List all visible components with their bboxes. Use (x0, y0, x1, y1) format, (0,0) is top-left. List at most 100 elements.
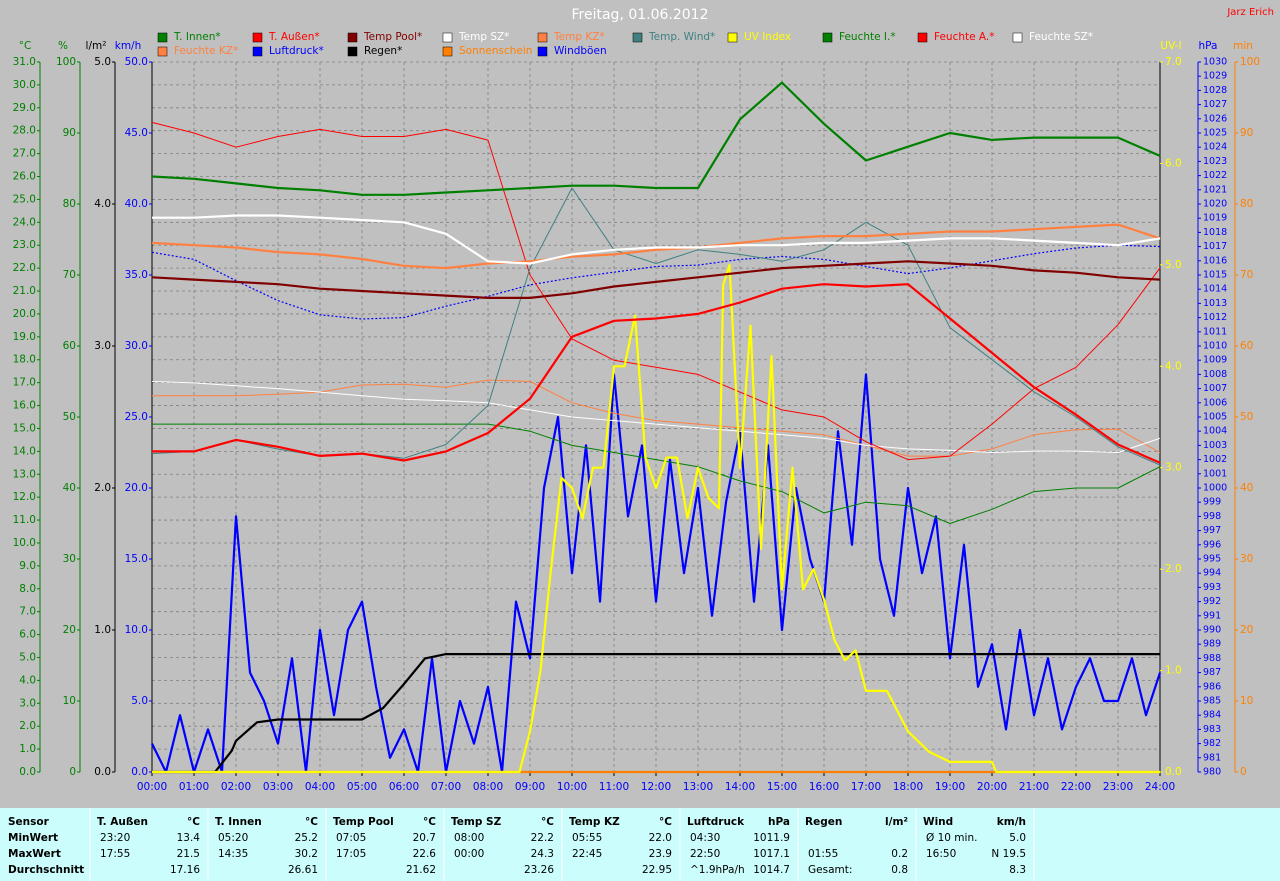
y-tick-label: 2.0 (1165, 563, 1182, 575)
table-cell: 22.95 (642, 864, 672, 876)
table-cell: 1011.9 (753, 832, 790, 844)
table-cell: 30.2 (295, 848, 318, 860)
series-line (151, 260, 1161, 299)
y-tick-label: 0 (69, 766, 76, 778)
legend-label: Feuchte SZ* (1029, 31, 1093, 43)
y-tick-label: 0 (1240, 766, 1247, 778)
legend-swatch (537, 46, 548, 57)
table-cell: 1014.7 (753, 864, 790, 876)
y-tick-label: 70 (1240, 269, 1253, 281)
y-tick-label: 1011 (1203, 326, 1227, 337)
legend-swatch (1012, 32, 1023, 43)
y-tick-label: 1012 (1203, 312, 1227, 323)
y-tick-label: 4.0 (19, 674, 36, 686)
y-tick-label: 6.0 (1165, 157, 1182, 169)
y-tick-label: 995 (1203, 554, 1221, 565)
x-tick-label: 19:00 (935, 781, 965, 793)
y-tick-label: 100 (1240, 56, 1260, 68)
y-tick-label: 1007 (1203, 383, 1227, 394)
y-tick-label: 0.0 (131, 766, 148, 778)
series-line (151, 223, 1161, 270)
x-tick-label: 14:00 (725, 781, 755, 793)
y-tick-label: 996 (1203, 539, 1221, 550)
y-tick-label: 989 (1203, 639, 1221, 650)
legend-swatch (347, 46, 358, 57)
legend-swatch (157, 46, 168, 57)
credit: Jarz Erich (1226, 7, 1274, 18)
axis-title: UV-I (1160, 40, 1181, 52)
y-tick-label: 1028 (1203, 85, 1227, 96)
table-cell: Gesamt: (808, 864, 852, 876)
y-tick-label: 997 (1203, 525, 1221, 536)
series-line (151, 121, 1161, 461)
axis-title: l/m² (86, 40, 107, 52)
y-tick-label: 90 (63, 127, 76, 139)
y-tick-label: 90 (1240, 127, 1253, 139)
y-tick-label: 1016 (1203, 255, 1227, 266)
background (0, 0, 1280, 808)
y-tick-label: 1030 (1203, 57, 1227, 68)
table-cell: 17.16 (170, 864, 200, 876)
y-tick-label: 1026 (1203, 113, 1227, 124)
y-tick-label: 20.0 (125, 482, 148, 494)
y-tick-label: 992 (1203, 596, 1221, 607)
legend-swatch (442, 32, 453, 43)
y-tick-label: 11.0 (13, 514, 36, 526)
y-tick-label: 1023 (1203, 156, 1227, 167)
y-tick-label: 8.0 (19, 583, 36, 595)
legend-label: T. Innen* (173, 31, 221, 43)
y-tick-label: 1001 (1203, 468, 1227, 479)
y-tick-label: 0.0 (1165, 766, 1182, 778)
table-cell: 01:55 (808, 848, 838, 860)
y-tick-label: 1006 (1203, 397, 1227, 408)
y-tick-label: 1010 (1203, 341, 1227, 352)
y-tick-label: 984 (1203, 710, 1221, 721)
y-tick-label: 0.0 (94, 766, 111, 778)
series-line (152, 423, 1161, 524)
table-cell: 8.3 (1009, 864, 1026, 876)
y-tick-label: 30.0 (13, 79, 36, 91)
y-tick-label: 70 (63, 269, 76, 281)
y-tick-label: 1004 (1203, 426, 1227, 437)
y-tick-label: 9.0 (19, 560, 36, 572)
y-tick-label: 998 (1203, 511, 1221, 522)
legend-swatch (442, 46, 453, 57)
y-tick-label: 1015 (1203, 270, 1227, 281)
legend-swatch (917, 32, 928, 43)
table-header: Sensor (8, 816, 50, 828)
y-tick-label: 1021 (1203, 184, 1227, 195)
y-tick-label: 25.0 (13, 193, 36, 205)
table-cell: 16:50 (926, 848, 956, 860)
x-tick-label: 17:00 (851, 781, 881, 793)
table-unit: °C (187, 816, 200, 828)
y-tick-label: 1014 (1203, 284, 1227, 295)
y-tick-label: 6.0 (19, 629, 36, 641)
table-unit: °C (305, 816, 318, 828)
table-unit: °C (423, 816, 436, 828)
x-tick-label: 05:00 (347, 781, 377, 793)
y-tick-label: 0.0 (19, 766, 36, 778)
y-tick-label: 993 (1203, 582, 1221, 593)
x-tick-label: 09:00 (515, 781, 545, 793)
y-tick-label: 5.0 (1165, 259, 1182, 271)
x-tick-label: 04:00 (305, 781, 335, 793)
legend-swatch (252, 46, 263, 57)
y-tick-label: 12.0 (13, 491, 36, 503)
table-cell: 26.61 (288, 864, 318, 876)
legend-label: Temp SZ* (458, 31, 509, 43)
y-tick-label: 5.0 (94, 56, 111, 68)
table-row-label: MaxWert (8, 848, 61, 860)
y-tick-label: 25.0 (125, 411, 148, 423)
y-tick-label: 4.0 (1165, 360, 1182, 372)
series-line (151, 81, 1161, 196)
legend-swatch (347, 32, 358, 43)
table-cell: 13.4 (177, 832, 201, 844)
y-tick-label: 24.0 (13, 216, 36, 228)
legend-label: Feuchte KZ* (174, 45, 238, 57)
legend-swatch (252, 32, 263, 43)
y-tick-label: 40 (1240, 482, 1253, 494)
table-header: Wind (923, 816, 953, 828)
legend-label: Feuchte I.* (839, 31, 896, 43)
y-tick-label: 19.0 (13, 331, 36, 343)
y-tick-label: 27.0 (13, 148, 36, 160)
